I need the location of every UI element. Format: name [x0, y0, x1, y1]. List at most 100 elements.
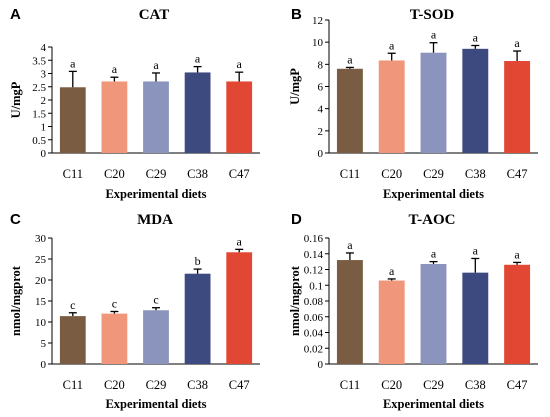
y-tick-label: 0.04 [304, 328, 324, 340]
y-tick-label: 0.02 [304, 343, 323, 355]
y-axis-title: nmol/mgprot [288, 265, 302, 336]
significance-label: c [153, 293, 158, 307]
y-axis-title: nmol/mgprot [9, 265, 23, 336]
significance-label: a [347, 52, 353, 66]
significance-label: a [347, 238, 353, 252]
y-tick-label: 2 [318, 126, 324, 138]
panel-b: B T-SOD 0 2 4 6 8 10 12 U/mgP a C11 a C20 a C29 a C38 a C47… [288, 6, 538, 201]
category-label: C47 [507, 378, 528, 392]
category-label: C38 [187, 167, 208, 181]
category-label: C20 [381, 378, 402, 392]
y-tick-label: 10 [312, 37, 324, 49]
bar [462, 48, 489, 153]
panel-letter: D [291, 211, 302, 228]
significance-label: a [237, 57, 243, 71]
bar [336, 68, 363, 153]
y-tick-label: 0.1 [309, 280, 323, 292]
chart-title: MDA [137, 212, 173, 228]
y-tick-label: 2 [41, 95, 47, 107]
y-tick-label: 0 [41, 359, 47, 371]
panel-a: A CAT 00.51 1.522.53 3.54 U/mgP a C11 a C20 a C29 a C… [9, 6, 260, 201]
panel-letter: B [291, 6, 302, 23]
bar [504, 61, 531, 154]
y-tick-label: 0 [318, 148, 324, 160]
panel-letter: A [10, 6, 21, 23]
bar [226, 81, 253, 153]
category-label: C29 [423, 378, 444, 392]
significance-label: a [70, 56, 76, 70]
bar [184, 273, 211, 364]
x-axis-title: Experimental diets [105, 187, 206, 201]
category-label: C38 [465, 167, 486, 181]
y-tick-label: 30 [35, 233, 47, 245]
bar [378, 280, 405, 364]
category-label: C11 [340, 167, 360, 181]
bar [184, 72, 211, 153]
significance-label: a [112, 62, 118, 76]
significance-label: a [195, 52, 201, 66]
y-tick-label: 6 [318, 82, 324, 94]
y-tick-label: 0.06 [304, 312, 324, 324]
y-tick-label: 2.5 [32, 82, 46, 94]
category-label: C11 [340, 378, 360, 392]
y-tick-label: 25 [35, 254, 47, 266]
bar [101, 313, 128, 364]
panel-letter: C [10, 211, 21, 228]
y-tick-label: 0.14 [304, 249, 324, 261]
bar [504, 264, 531, 364]
category-label: C11 [63, 167, 83, 181]
significance-label: c [112, 297, 117, 311]
bar [378, 60, 405, 154]
significance-label: a [389, 264, 395, 278]
significance-label: a [237, 234, 243, 248]
y-tick-label: 20 [35, 275, 47, 287]
y-tick-label: 10 [35, 317, 47, 329]
significance-label: a [431, 247, 437, 261]
category-label: C47 [229, 378, 250, 392]
category-label: C29 [146, 167, 167, 181]
category-label: C38 [465, 378, 486, 392]
significance-label: a [153, 58, 159, 72]
significance-label: a [473, 243, 479, 257]
category-label: C38 [187, 378, 208, 392]
bar [59, 87, 86, 153]
y-tick-label: 12 [312, 15, 323, 27]
category-label: C20 [381, 167, 402, 181]
x-axis-title: Experimental diets [105, 397, 206, 411]
y-tick-label: 3 [41, 69, 47, 81]
y-tick-label: 15 [35, 296, 47, 308]
x-axis-title: Experimental diets [383, 187, 484, 201]
panel-c: C MDA 0 5 10 15 20 25 30 nmol/mgprot c C11 c C20 c C29 b… [9, 211, 260, 411]
y-tick-label: 1.5 [32, 108, 46, 120]
bar [143, 81, 169, 153]
y-tick-label: 5 [41, 338, 47, 350]
bar [420, 263, 447, 364]
bar [420, 52, 447, 154]
y-tick-label: 0.5 [32, 135, 46, 147]
category-label: C20 [104, 167, 125, 181]
y-tick-label: 1 [41, 122, 47, 134]
x-axis-title: Experimental diets [383, 397, 484, 411]
y-tick-label: 4 [318, 104, 324, 116]
bar [143, 310, 169, 364]
significance-label: a [514, 247, 520, 261]
category-label: C29 [423, 167, 444, 181]
y-axis-title: U/mgP [288, 68, 302, 105]
panel-d: D T-AOC 0 0.02 0.04 0.06 0.08 0.1 0.12 0.14 0.16 nm… [288, 211, 538, 411]
bar [226, 252, 253, 364]
y-tick-label: 0 [318, 359, 324, 371]
bar [462, 272, 489, 364]
y-tick-label: 8 [318, 59, 324, 71]
chart-title: T-AOC [409, 212, 456, 228]
category-label: C47 [507, 167, 528, 181]
significance-label: a [473, 30, 479, 44]
category-label: C20 [104, 378, 125, 392]
category-label: C29 [146, 378, 167, 392]
significance-label: b [195, 254, 201, 268]
y-tick-label: 4 [41, 42, 47, 54]
significance-label: c [70, 298, 75, 312]
y-axis-title: U/mgP [9, 81, 23, 118]
category-label: C47 [229, 167, 250, 181]
y-tick-label: 0.12 [304, 265, 323, 277]
